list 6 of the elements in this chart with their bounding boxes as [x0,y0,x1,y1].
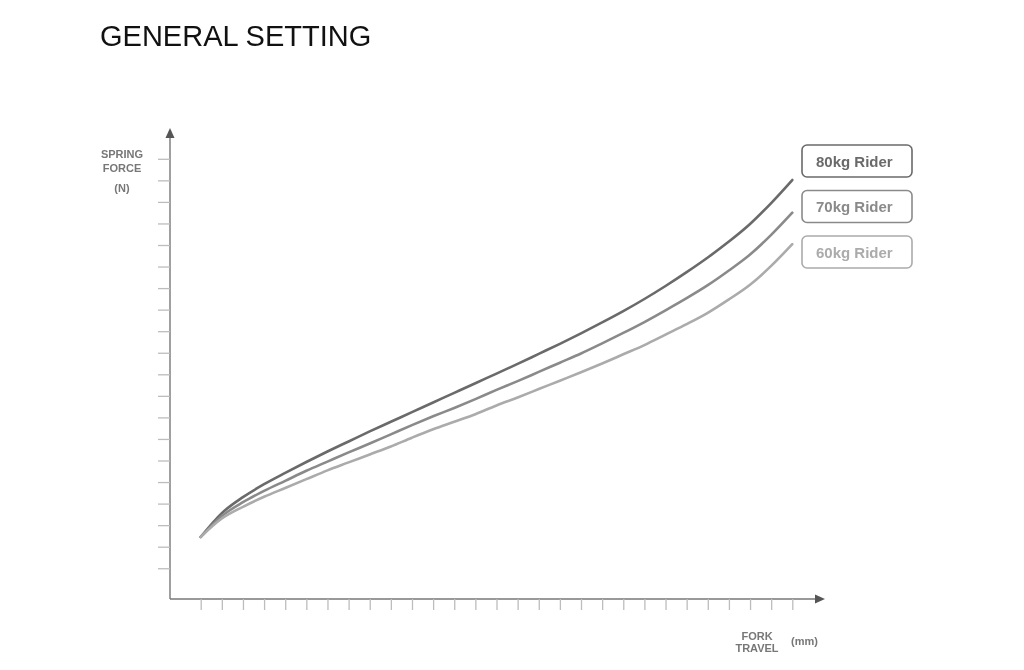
chart-title: GENERAL SETTING [100,20,372,52]
series-label: 80kg Rider [816,152,893,170]
series-label: 70kg Rider [816,198,893,215]
series-label: 60kg Rider [816,243,893,261]
x-axis-title: FORK TRAVEL (mm) [735,630,819,654]
y-axis-title: SPRING FORCE (N) [100,148,144,194]
